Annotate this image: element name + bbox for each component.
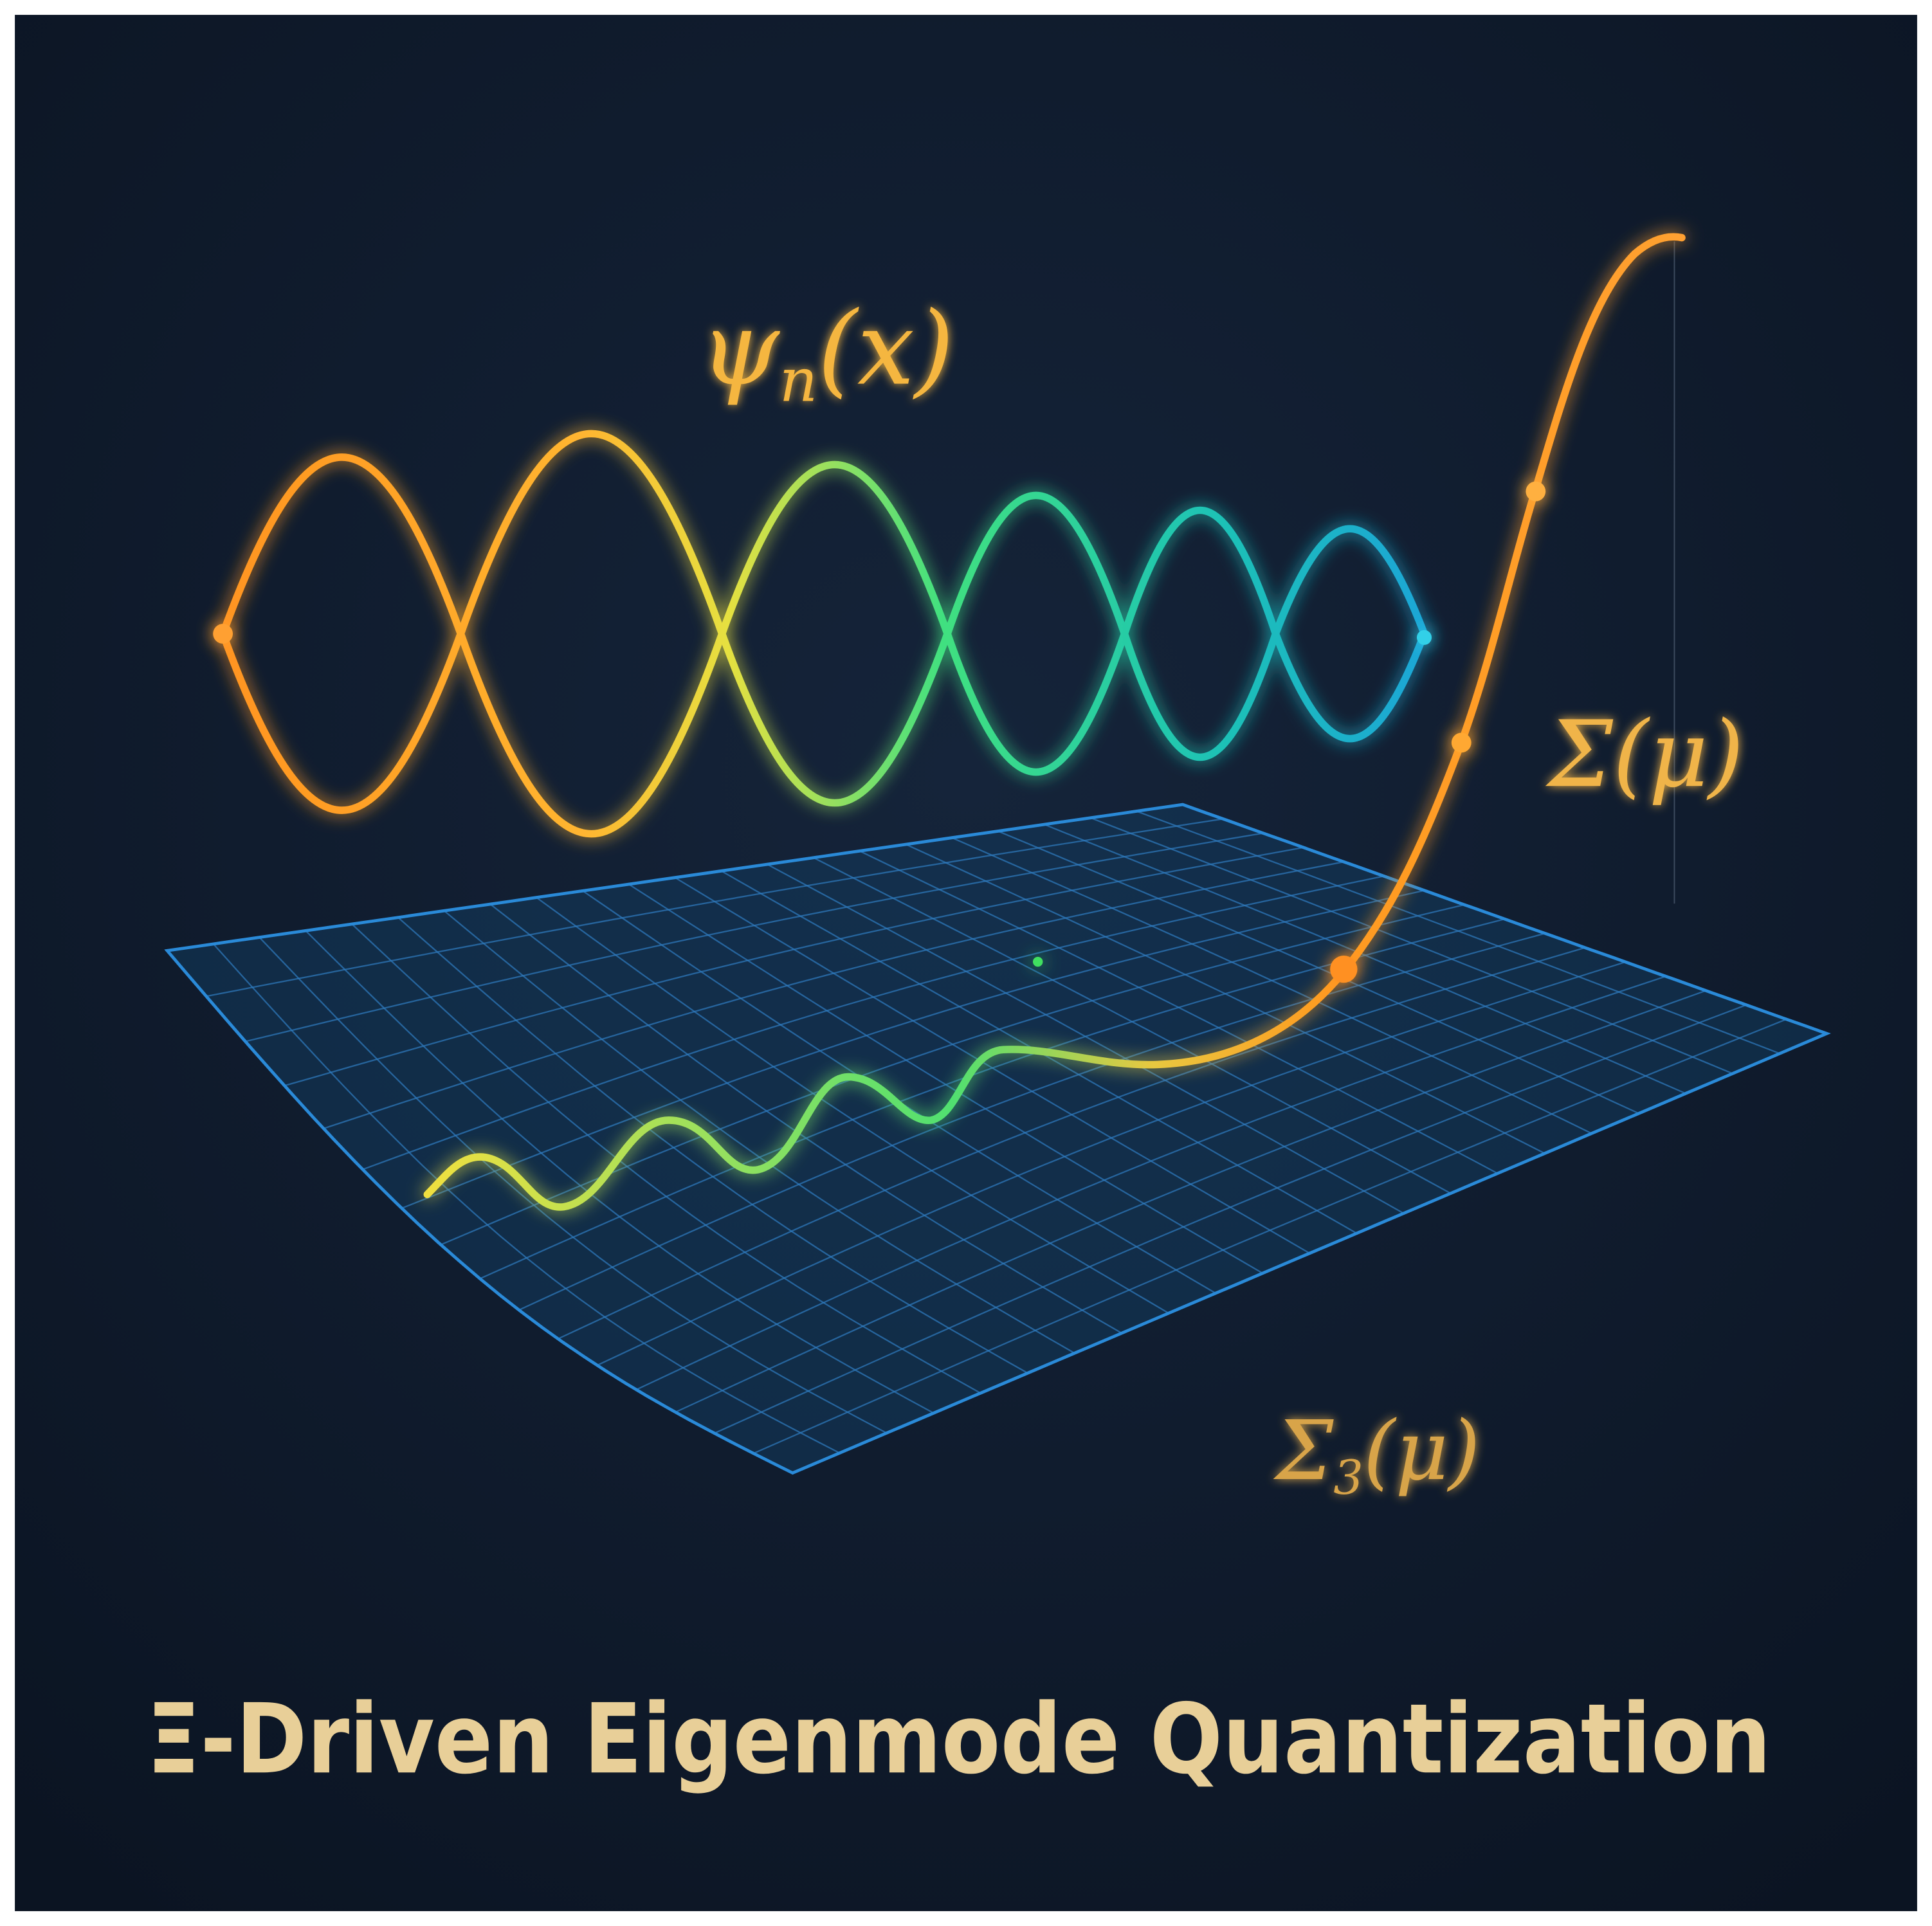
marker <box>1330 955 1358 983</box>
sigma3-label: Σ3(μ) <box>1273 1403 1480 1505</box>
grid-line <box>401 889 1425 1209</box>
grid-line <box>597 961 1626 1367</box>
grid-line <box>635 976 1666 1391</box>
marker <box>1526 481 1546 502</box>
marker <box>1032 956 1043 967</box>
grid-line <box>323 861 1344 1129</box>
argument: (μ) <box>1363 1403 1481 1498</box>
grid-line <box>753 1018 1787 1455</box>
grid-line <box>714 1004 1747 1434</box>
symbol: ψ <box>700 290 781 408</box>
grid-line <box>206 818 1223 997</box>
grid-surface <box>164 803 1831 1475</box>
grid-line <box>675 990 1706 1413</box>
marker <box>1451 732 1472 753</box>
marker <box>213 624 233 644</box>
markers <box>213 481 1546 983</box>
symbol: Σ <box>1545 701 1614 808</box>
symbol: Σ <box>1273 1403 1334 1498</box>
grid-line <box>284 846 1304 1087</box>
wave <box>219 453 1428 838</box>
argument: (x) <box>817 290 954 408</box>
sigma-label: Σ(μ) <box>1545 701 1744 808</box>
grid-line <box>245 832 1264 1042</box>
subscript: 3 <box>1333 1451 1363 1505</box>
grid-line <box>362 875 1385 1170</box>
surface-edge <box>164 803 1831 1475</box>
grid-line <box>558 947 1586 1340</box>
psi-label: ψn(x) <box>700 290 954 415</box>
subscript: n <box>779 346 818 415</box>
title: Ξ-Driven Eigenmode Quantization <box>146 1684 1771 1795</box>
surface-fill <box>167 804 1827 1473</box>
grid-line <box>518 932 1545 1311</box>
argument: (μ) <box>1613 701 1744 808</box>
marker <box>1416 630 1432 645</box>
sigma-curve <box>423 233 1686 1211</box>
wave <box>219 430 1428 814</box>
eigenmode-waves <box>219 430 1428 838</box>
